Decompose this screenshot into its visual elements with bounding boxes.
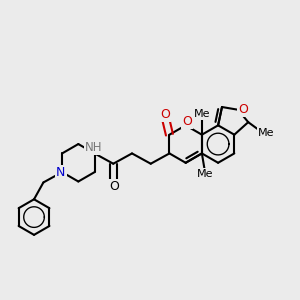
Text: NH: NH — [85, 141, 102, 154]
Text: O: O — [109, 179, 119, 193]
Text: Me: Me — [194, 109, 210, 119]
Text: Me: Me — [258, 128, 274, 138]
Text: N: N — [56, 166, 66, 178]
Text: O: O — [182, 115, 192, 128]
Text: Me: Me — [196, 169, 213, 179]
Text: O: O — [238, 103, 248, 116]
Text: O: O — [160, 108, 170, 121]
